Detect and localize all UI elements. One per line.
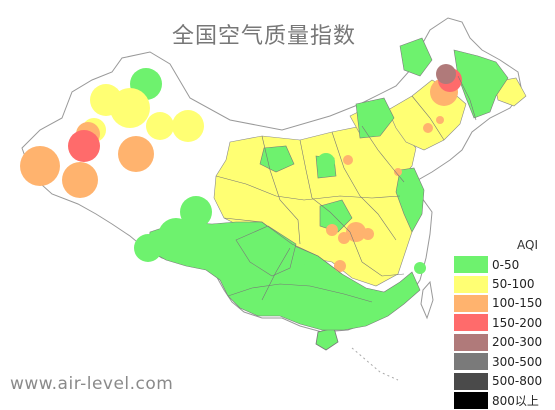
legend-item: 200-300	[454, 333, 554, 352]
legend-item: 500-800	[454, 371, 554, 390]
legend-label: 100-150	[492, 296, 543, 311]
legend-label: 300-500	[492, 354, 543, 369]
station-green	[158, 218, 194, 254]
station-orange	[326, 224, 338, 236]
legend-item: 50-100	[454, 274, 554, 293]
station-markers	[20, 64, 462, 274]
legend-item: 800以上	[454, 391, 554, 410]
legend-label: 150-200	[492, 315, 543, 330]
legend-swatch	[454, 391, 488, 409]
station-orange	[20, 146, 60, 186]
taiwan-outline	[420, 280, 434, 320]
legend-item: 150-200	[454, 313, 554, 332]
station-yellow	[146, 112, 174, 140]
station-orange	[436, 116, 444, 124]
station-red	[68, 130, 100, 162]
hainan-island	[315, 327, 339, 351]
map-title: 全国空气质量指数	[171, 24, 356, 49]
legend-swatch	[454, 256, 488, 274]
station-yellow	[90, 84, 122, 116]
legend-label: 800以上	[492, 393, 539, 408]
legend-swatch	[454, 372, 488, 390]
station-orange	[423, 123, 433, 133]
legend-swatch	[454, 314, 488, 332]
station-brown	[436, 64, 456, 84]
legend-label: 500-800	[492, 374, 543, 389]
station-yellow	[172, 110, 204, 142]
legend-swatch	[454, 275, 488, 293]
legend-swatch	[454, 333, 488, 351]
legend-label: 0-50	[492, 257, 520, 272]
province-boundaries	[215, 75, 477, 303]
station-orange	[362, 228, 374, 240]
legend-item: 300-500	[454, 352, 554, 371]
station-green	[414, 262, 426, 274]
china-aqi-map	[20, 17, 527, 381]
station-green	[134, 234, 162, 262]
legend-swatch	[454, 353, 488, 371]
station-green	[317, 153, 335, 171]
legend-title: AQI	[517, 238, 538, 252]
aqi-legend: AQI 0-50 50-100 100-150 150-200 200-300 …	[454, 236, 554, 410]
station-orange	[343, 155, 353, 165]
station-orange	[394, 168, 402, 176]
station-orange	[346, 222, 366, 242]
station-orange	[62, 162, 98, 198]
station-orange	[338, 232, 350, 244]
station-green	[295, 257, 305, 267]
site-url[interactable]: www.air-level.com	[10, 374, 174, 394]
south-china-sea-islands	[351, 347, 399, 381]
legend-swatch	[454, 294, 488, 312]
legend-label: 50-100	[492, 277, 535, 292]
legend-item: 0-50	[454, 255, 554, 274]
legend-label: 200-300	[492, 335, 543, 350]
legend-item: 100-150	[454, 294, 554, 313]
station-orange	[118, 136, 154, 172]
station-orange	[334, 260, 346, 272]
station-green	[180, 196, 212, 228]
